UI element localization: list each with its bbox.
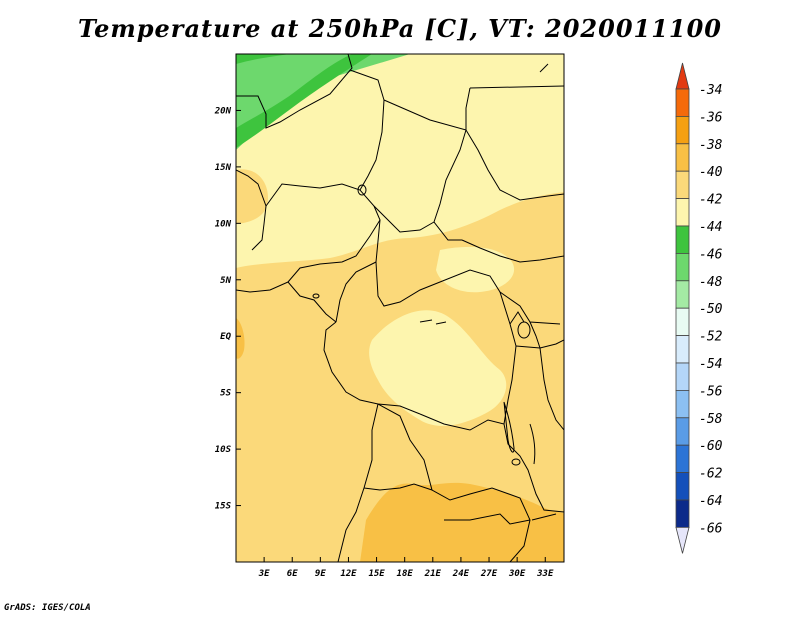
colorbar-swatch [675,225,690,254]
x-tick-label: 6E [287,569,298,579]
x-tick-label: 30E [508,569,526,579]
x-tick-label: 21E [424,569,442,579]
lakes [312,184,557,521]
colorbar-label: -50 [699,302,723,317]
map-frame [235,53,565,563]
colorbar-swatch [675,88,690,117]
colorbar-label: -60 [699,439,723,454]
x-tick-label: 18E [397,569,414,579]
colorbar-swatch [675,417,690,446]
colorbar: -34 -36 -38 -40 -42 -44 -46 -48 -50 -52 -54 -56 -58 -… [675,62,723,554]
colorbar-label: -46 [699,247,723,262]
colorbar-label: -66 [699,521,723,536]
colorbar-top-arrow [675,62,690,90]
colorbar-swatch [675,472,690,501]
y-tick-label: 5N [220,276,231,286]
colorbar-label: -56 [699,384,723,399]
colorbar-bottom-arrow [675,527,690,554]
colorbar-label: -62 [699,467,723,482]
colorbar-label: -54 [699,357,722,372]
y-tick-label: 20N [214,106,232,116]
field-jet-band-north [236,54,290,64]
field-hot-west [236,318,245,359]
colorbar-swatch [675,307,690,337]
colorbar-swatch [675,170,690,199]
x-tick-label: 15E [368,569,385,579]
colorbar-swatch [675,499,690,528]
colorbar-swatch [675,280,690,309]
colorbar-label: -38 [699,138,723,153]
colorbar-swatch [675,116,690,145]
colorbar-label: -64 [699,494,722,509]
map-axes: 3E 6E 9E 12E 15E 18E 21E 24E 27E 30E 33E 20N 15N 10N 5… [214,106,554,579]
y-tick-label: EQ [220,332,231,342]
x-tick-label: 9E [315,569,326,579]
y-tick-label: 10N [215,219,232,229]
colorbar-label: -48 [699,275,723,290]
chart-title: Temperature at 250hPa [C], VT: 202001110… [77,14,723,43]
field-jet-edge [236,54,410,150]
field-jet-band [236,54,372,148]
colorbar-label: -52 [699,330,723,345]
x-tick-label: 33E [536,569,554,579]
x-tick-label: 3E [258,569,270,579]
country-borders [236,54,564,562]
colorbar-label: -58 [699,412,723,427]
colorbar-swatch [675,335,690,364]
colorbar-swatch [675,198,690,227]
y-tick-label: 15S [215,502,232,512]
x-tick-label: 12E [340,569,357,579]
field-warm-west [236,169,268,224]
colorbar-label: -40 [699,165,723,180]
field-cool-congo [369,310,507,426]
x-tick-label: 24E [452,569,470,579]
colorbar-label: -44 [699,220,722,235]
colorbar-label: -34 [699,83,722,98]
field-cool-central [436,246,515,293]
colorbar-label: -36 [699,110,723,125]
grads-credit: GrADS: IGES/COLA [4,603,91,613]
field-hot-south [360,482,564,562]
y-tick-label: 5S [220,389,231,399]
colorbar-swatch [675,444,690,474]
colorbar-swatch [675,143,690,172]
colorbar-swatch [675,362,690,391]
y-tick-label: 10S [215,445,232,455]
colorbar-swatch [675,252,690,282]
colorbar-label: -42 [699,193,723,208]
colorbar-swatch [675,389,690,419]
map-area [236,54,564,562]
x-tick-label: 27E [480,569,498,579]
y-tick-label: 15N [215,163,232,173]
